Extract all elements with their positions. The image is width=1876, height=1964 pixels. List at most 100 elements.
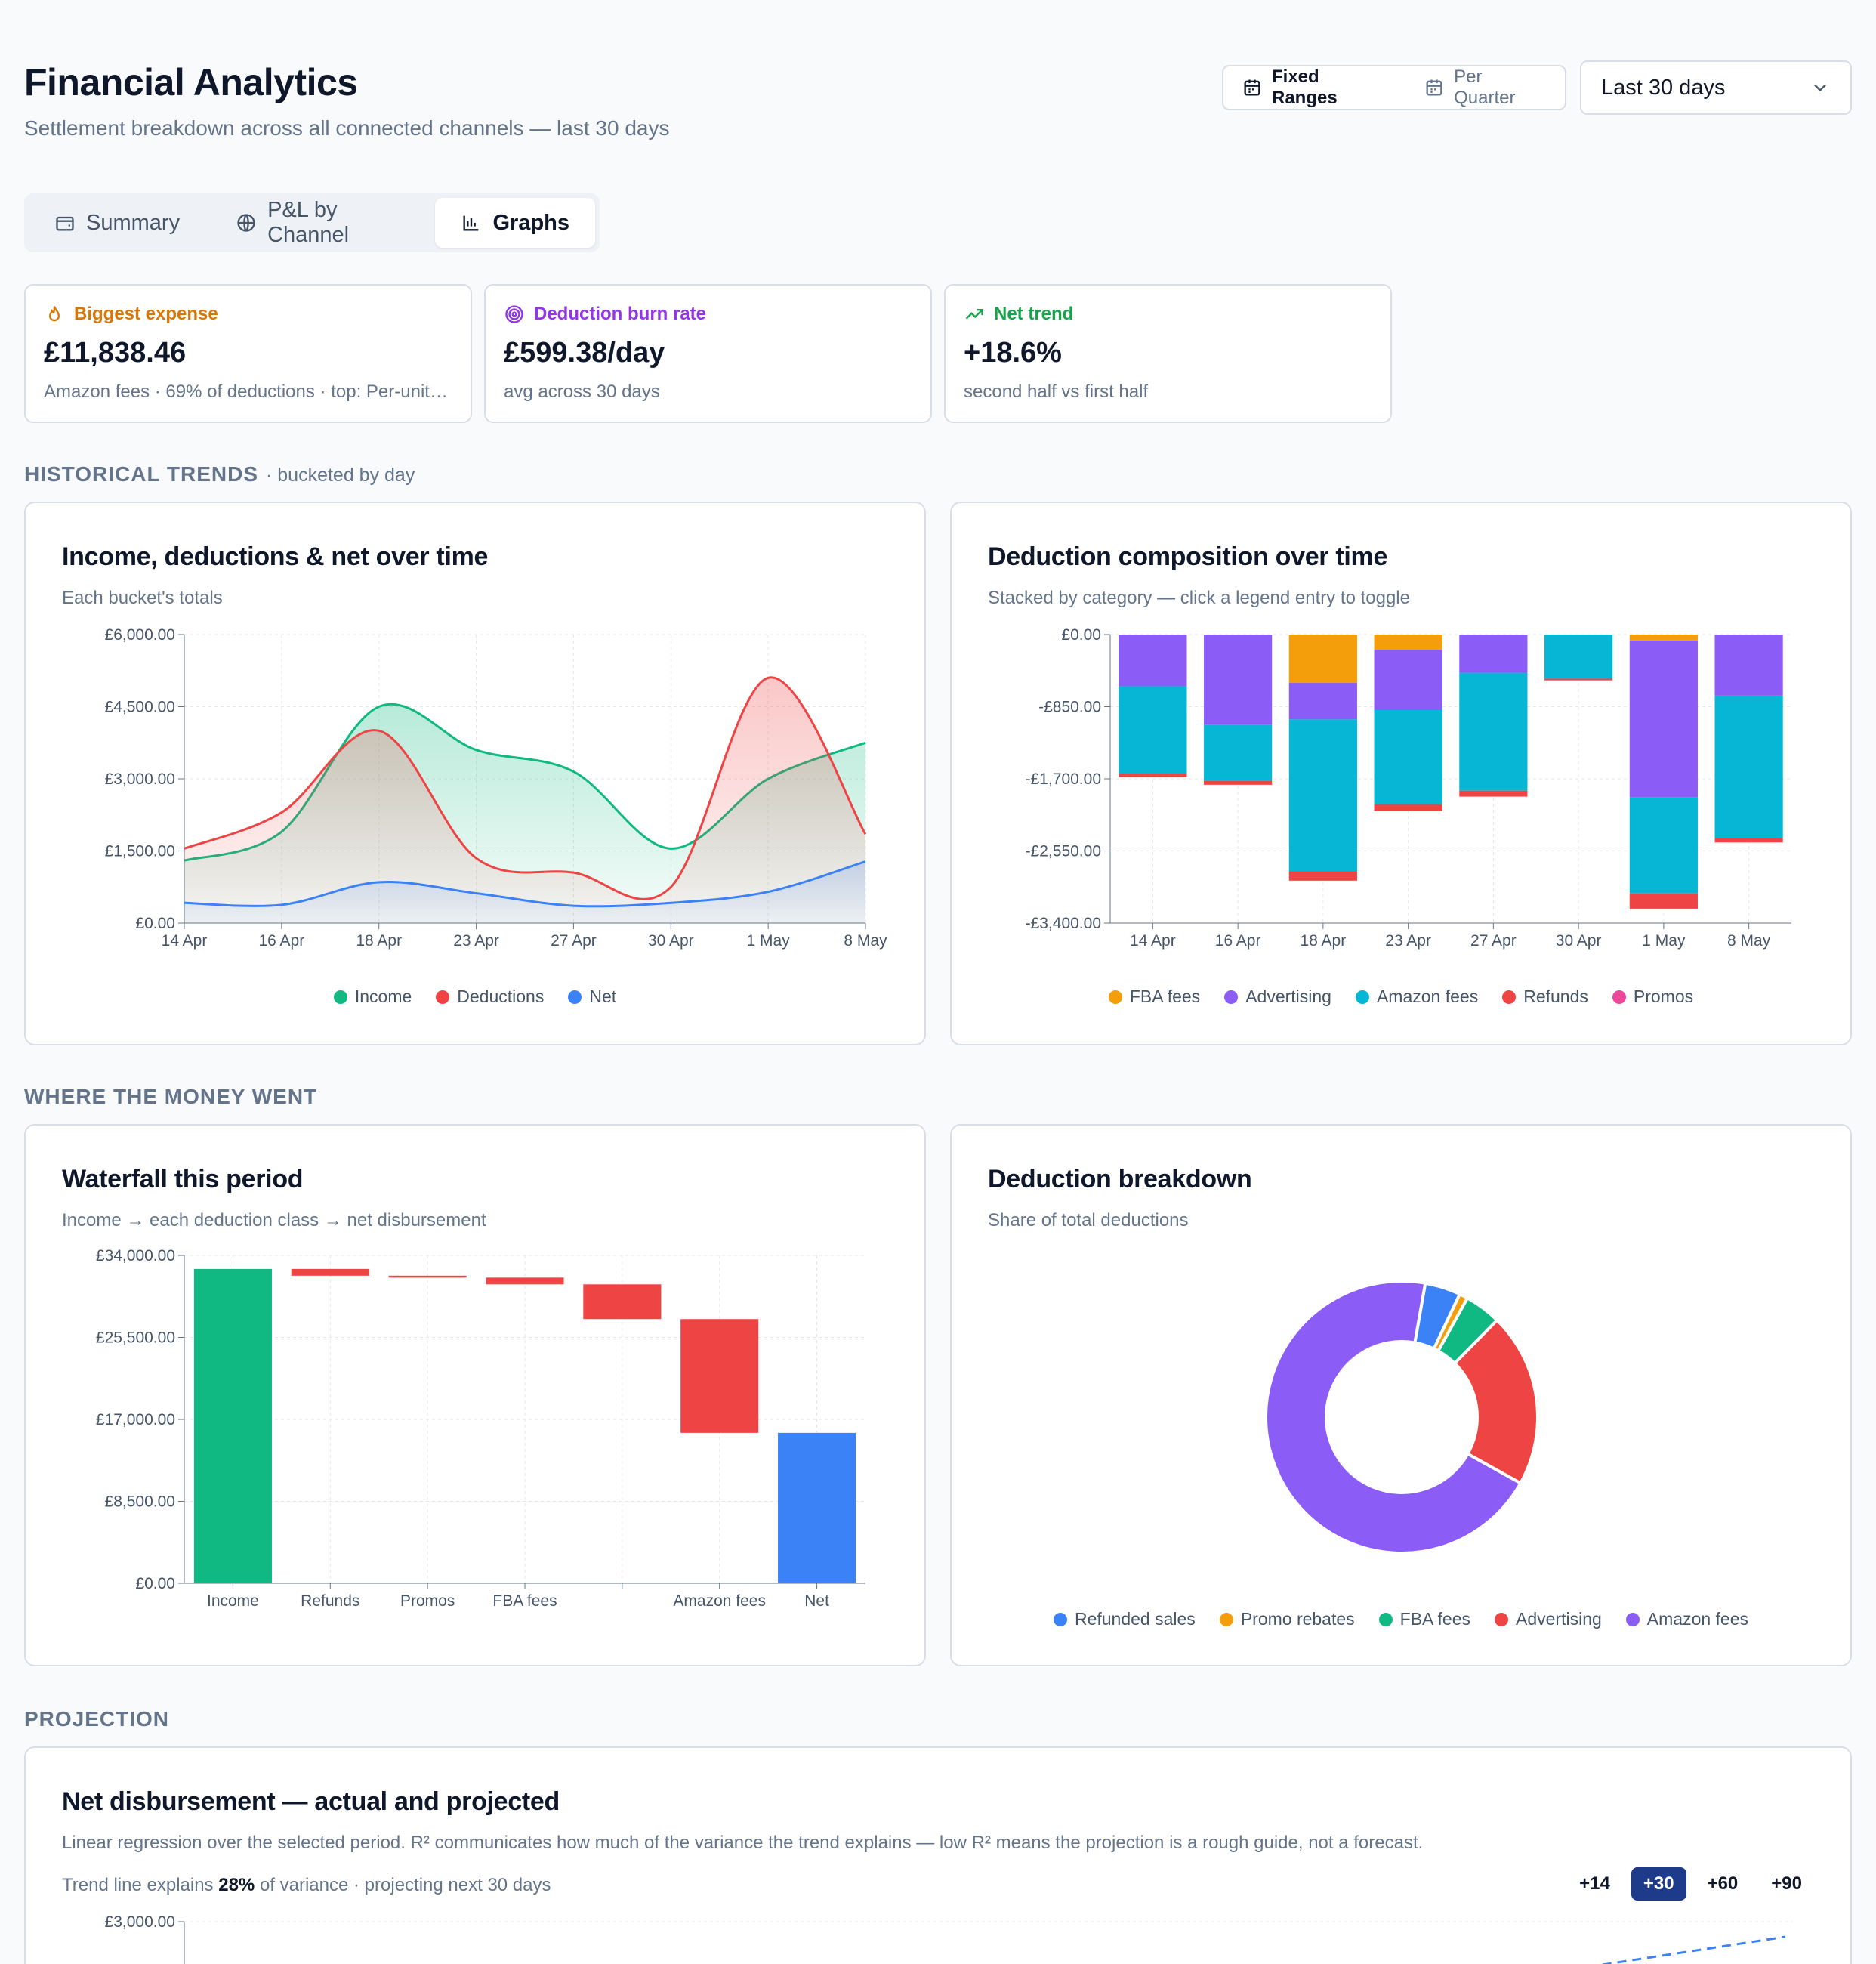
- bar-segment-refunds: [1714, 838, 1783, 843]
- legend-item-fba-fees[interactable]: FBA fees: [1108, 987, 1200, 1007]
- x-tick-label: 14 Apr: [162, 932, 208, 950]
- kpi-sub: Amazon fees · 69% of deductions · top: P…: [44, 381, 452, 402]
- globe-icon: [236, 212, 257, 233]
- view-tabs: Summary P&L by Channel Graphs: [24, 193, 600, 252]
- income-chart: £0.00 £1,500.00 £3,000.00 £4,500.00 £6,000.0…: [105, 626, 888, 950]
- card-title: Waterfall this period: [62, 1165, 304, 1194]
- legend-item-income[interactable]: Income: [333, 987, 412, 1007]
- y-tick-label: £0.00: [135, 915, 175, 932]
- legend-item-promos[interactable]: Promos: [1612, 987, 1693, 1007]
- area-net: [184, 861, 865, 923]
- card-subtitle: Income → each deduction class → net disb…: [62, 1210, 486, 1231]
- donut-slice-advertising: [1452, 1317, 1539, 1486]
- y-tick-label: £1,500.00: [105, 843, 175, 860]
- kpi-sub: avg across 30 days: [504, 381, 660, 402]
- kpi-label: Biggest expense: [74, 304, 218, 324]
- legend-item-deductions[interactable]: Deductions: [436, 987, 544, 1007]
- legend-item-refunded-sales[interactable]: Refunded sales: [1053, 1609, 1196, 1629]
- bar-segment-advertising: [1119, 635, 1187, 687]
- y-tick-label: -£2,550.00: [1026, 843, 1101, 860]
- section-title: HISTORICAL TRENDS: [24, 462, 258, 486]
- legend-item-advertising[interactable]: Advertising: [1495, 1609, 1602, 1629]
- x-tick-label: 23 Apr: [453, 932, 499, 950]
- horizon-90-button[interactable]: +90: [1771, 1873, 1802, 1894]
- bar-segment-fba-fees: [1288, 635, 1357, 684]
- legend-item-amazon-fees[interactable]: Amazon fees: [1355, 987, 1478, 1007]
- kpi-sub: second half vs first half: [964, 381, 1149, 402]
- bar-segment-refunds: [1204, 780, 1273, 785]
- line-net: [184, 860, 866, 908]
- breakdown-chart-card: Deduction breakdown Share of total deduc…: [950, 1124, 1852, 1666]
- legend-item-fba-fees[interactable]: FBA fees: [1378, 1609, 1470, 1629]
- y-tick-label: £4,500.00: [105, 699, 175, 716]
- legend-label: Amazon fees: [1646, 1609, 1749, 1629]
- trending-up-icon: [964, 304, 985, 325]
- horizon-14-button[interactable]: +14: [1579, 1873, 1610, 1894]
- bar-segment-amazon-fees: [1288, 719, 1357, 872]
- legend-item-refunds[interactable]: Refunds: [1502, 987, 1588, 1007]
- period-select[interactable]: Last 30 days: [1580, 60, 1852, 115]
- fixed-ranges-label: Fixed Ranges: [1272, 66, 1338, 108]
- card-title: Net disbursement — actual and projected: [62, 1787, 560, 1816]
- projection-chart: £3,000.00: [105, 1913, 1793, 1964]
- bar-segment-amazon-fees: [1204, 724, 1273, 781]
- legend-label: FBA fees: [1399, 1609, 1470, 1629]
- range-mode-toggle: Fixed Ranges Per Quarter: [1222, 65, 1566, 110]
- card-title: Deduction breakdown: [988, 1165, 1252, 1194]
- legend-item-net[interactable]: Net: [568, 987, 616, 1007]
- tab-graphs[interactable]: Graphs: [435, 198, 595, 248]
- legend-item-advertising[interactable]: Advertising: [1224, 987, 1331, 1007]
- breakdown-donut-chart: [1264, 1280, 1539, 1555]
- bar-chart-icon: [461, 212, 482, 233]
- bar-segment-refunds: [1374, 804, 1442, 811]
- kpi-label: Net trend: [994, 304, 1074, 324]
- x-tick-label: Net: [804, 1592, 829, 1610]
- horizon-60-button[interactable]: +60: [1707, 1873, 1739, 1894]
- composition-chart-legend: FBA fees Advertising Amazon fees Refunds…: [952, 987, 1850, 1007]
- bar-segment-amazon-fees: [1119, 686, 1187, 774]
- x-tick-label: 8 May: [1727, 932, 1771, 950]
- per-quarter-button[interactable]: Per Quarter: [1405, 66, 1565, 109]
- waterfall-chart: £0.00 £8,500.00 £17,000.00 £25,500.00 £34,00…: [96, 1247, 865, 1610]
- waterfall-bar: [778, 1432, 856, 1583]
- x-tick-label: Amazon fees: [673, 1592, 766, 1610]
- per-quarter-label: Per Quarter: [1454, 66, 1516, 108]
- x-tick-label: 27 Apr: [1470, 932, 1517, 950]
- x-tick-label: Income: [207, 1592, 259, 1610]
- bar-segment-advertising: [1714, 635, 1783, 696]
- y-tick-label: £6,000.00: [105, 626, 175, 644]
- x-tick-label: 1 May: [747, 932, 791, 950]
- chevron-down-icon: [1810, 77, 1831, 98]
- waterfall-bar: [291, 1268, 369, 1276]
- legend-item-amazon-fees[interactable]: Amazon fees: [1625, 1609, 1749, 1629]
- card-title: Income, deductions & net over time: [62, 542, 489, 571]
- y-tick-label: £8,500.00: [105, 1493, 175, 1511]
- legend-label: Promo rebates: [1240, 1609, 1355, 1629]
- x-tick-label: 23 Apr: [1385, 932, 1431, 950]
- tab-summary[interactable]: Summary: [29, 198, 205, 248]
- legend-label: Refunds: [1523, 987, 1588, 1006]
- x-tick-label: 8 May: [844, 932, 887, 950]
- fixed-ranges-button[interactable]: Fixed Ranges: [1223, 66, 1405, 109]
- trend-r2-value: 28%: [218, 1875, 255, 1895]
- flame-icon: [44, 304, 65, 325]
- waterfall-bar: [486, 1277, 564, 1285]
- section-heading-money: WHERE THE MONEY WENT: [24, 1085, 318, 1108]
- tab-pl-by-channel[interactable]: P&L by Channel: [210, 198, 430, 248]
- bar-segment-refunds: [1459, 790, 1528, 797]
- bar-segment-advertising: [1459, 635, 1528, 673]
- page-title: Financial Analytics: [24, 61, 358, 103]
- x-tick-label: Promos: [400, 1592, 455, 1610]
- tab-summary-label: Summary: [86, 210, 181, 235]
- horizon-30-button[interactable]: +30: [1631, 1867, 1686, 1901]
- card-subtitle: Share of total deductions: [988, 1210, 1189, 1231]
- y-tick-label: -£1,700.00: [1026, 770, 1101, 788]
- y-tick-label: £3,000.00: [105, 770, 175, 788]
- line-deductions: [184, 676, 867, 900]
- x-tick-label: FBA fees: [492, 1592, 557, 1610]
- kpi-biggest-expense: Biggest expense £11,838.46 Amazon fees ·…: [24, 284, 472, 423]
- waterfall-chart-card: Waterfall this period Income → each dedu…: [24, 1124, 926, 1666]
- legend-item-promo-rebates[interactable]: Promo rebates: [1219, 1609, 1355, 1629]
- breakdown-chart-legend: Refunded sales Promo rebates FBA fees Ad…: [952, 1609, 1850, 1629]
- trend-explanation: Trend line explains 28% of variance · pr…: [62, 1875, 551, 1896]
